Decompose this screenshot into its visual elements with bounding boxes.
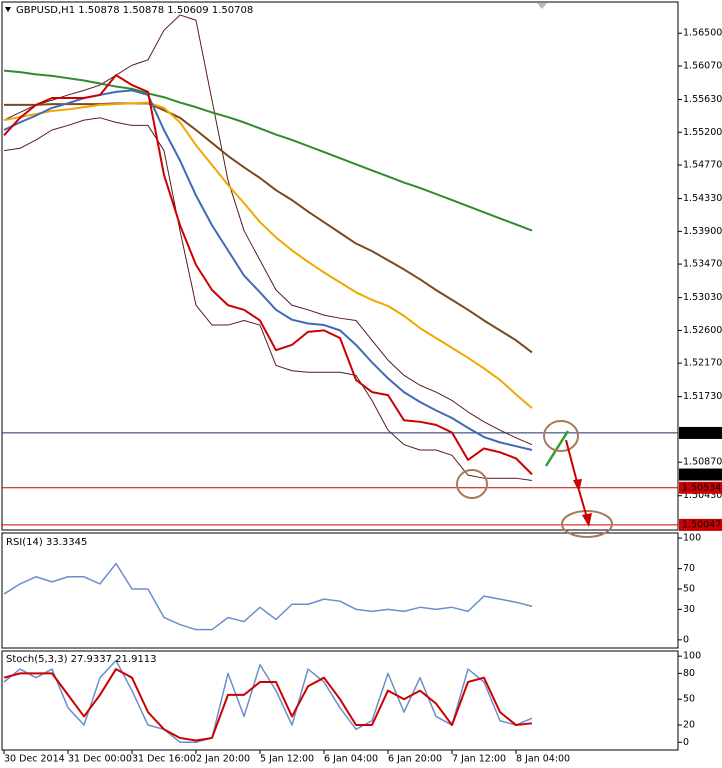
y-tick-label: 1.50870 bbox=[683, 457, 722, 468]
y-tick-label: 1.51730 bbox=[683, 391, 722, 402]
y-tick-label: 100 bbox=[683, 651, 701, 662]
red-arrowhead-1 bbox=[573, 479, 582, 492]
price-label: 1.51254 bbox=[682, 427, 721, 438]
x-tick-label: 30 Dec 2014 bbox=[4, 754, 65, 765]
shift-marker bbox=[537, 3, 547, 9]
series-line bbox=[3, 562, 533, 631]
y-tick-label: 50 bbox=[683, 694, 695, 705]
series-line bbox=[3, 659, 533, 744]
circle-target bbox=[561, 510, 613, 538]
series-line bbox=[4, 102, 533, 354]
y-tick-label: 1.52600 bbox=[683, 325, 722, 336]
series-line bbox=[3, 668, 533, 742]
x-tick-label: 6 Jan 20:00 bbox=[388, 754, 442, 765]
x-tick-label: 5 Jan 12:00 bbox=[260, 754, 314, 765]
main-title: GBPUSD,H1 1.50878 1.50878 1.50609 1.5070… bbox=[16, 5, 253, 16]
price-label-box bbox=[679, 468, 722, 481]
x-tick-label: 6 Jan 04:00 bbox=[324, 754, 378, 765]
y-tick-label: 1.53900 bbox=[683, 226, 722, 237]
y-tick-label: 1.55200 bbox=[683, 127, 722, 138]
y-tick-label: 1.53470 bbox=[683, 259, 722, 270]
y-tick-label: 80 bbox=[683, 668, 695, 679]
x-tick-label: 8 Jan 04:00 bbox=[516, 754, 570, 765]
x-tick-label: 7 Jan 12:00 bbox=[452, 754, 506, 765]
y-tick-label: 1.54330 bbox=[683, 193, 722, 204]
y-tick-label: 1.52170 bbox=[683, 358, 722, 369]
green-projection bbox=[544, 430, 570, 467]
y-tick-label: 70 bbox=[683, 563, 695, 574]
stoch-panel bbox=[1, 650, 679, 751]
annotations bbox=[456, 420, 613, 538]
y-tick-label: 1.55630 bbox=[683, 94, 722, 105]
series-line bbox=[3, 117, 533, 481]
y-tick-label: 30 bbox=[683, 604, 695, 615]
series-line bbox=[3, 14, 533, 446]
y-tick-label: 1.56500 bbox=[683, 28, 722, 39]
price-label-box bbox=[679, 481, 722, 494]
menu-icon bbox=[5, 7, 11, 12]
y-tick-label: 0 bbox=[683, 634, 689, 645]
main-panel bbox=[1, 1, 679, 531]
price-label: 1.50534 bbox=[682, 482, 721, 493]
rsi-title: RSI(14) 33.3345 bbox=[6, 537, 87, 548]
y-tick-label: 1.53030 bbox=[683, 292, 722, 303]
price-label: 1.50047 bbox=[682, 519, 721, 530]
rsi-panel bbox=[1, 532, 679, 649]
y-tick-label: 20 bbox=[683, 720, 695, 731]
red-arrowhead-2 bbox=[582, 513, 592, 527]
x-tick-label: 31 Dec 00:00 bbox=[68, 754, 132, 765]
price-label-box bbox=[679, 426, 722, 439]
x-tick-label: 31 Dec 16:00 bbox=[132, 754, 196, 765]
price-label: 1.50708 bbox=[682, 469, 721, 480]
series-line bbox=[3, 69, 533, 232]
x-tick-label: 2 Jan 20:00 bbox=[196, 754, 250, 765]
y-tick-label: 100 bbox=[683, 533, 701, 544]
price-label-box bbox=[679, 518, 722, 531]
circle-low bbox=[456, 469, 488, 499]
plot-layer: 1.56500 1.56070 1.55630 1.55200 1.54770 1.543… bbox=[2, 14, 722, 765]
series-line bbox=[3, 101, 533, 409]
red-arrow-1 bbox=[565, 439, 578, 483]
y-tick-label: 50 bbox=[683, 583, 695, 594]
stoch-title: Stoch(5,3,3) 27.9337 21.9113 bbox=[6, 654, 157, 665]
circle-high bbox=[543, 420, 579, 452]
series-line bbox=[3, 74, 533, 476]
y-tick-label: 1.56070 bbox=[683, 61, 722, 72]
y-tick-label: 0 bbox=[683, 737, 689, 748]
red-arrow-2 bbox=[578, 489, 588, 519]
y-tick-label: 1.50430 bbox=[683, 490, 722, 501]
y-tick-label: 1.54770 bbox=[683, 160, 722, 171]
